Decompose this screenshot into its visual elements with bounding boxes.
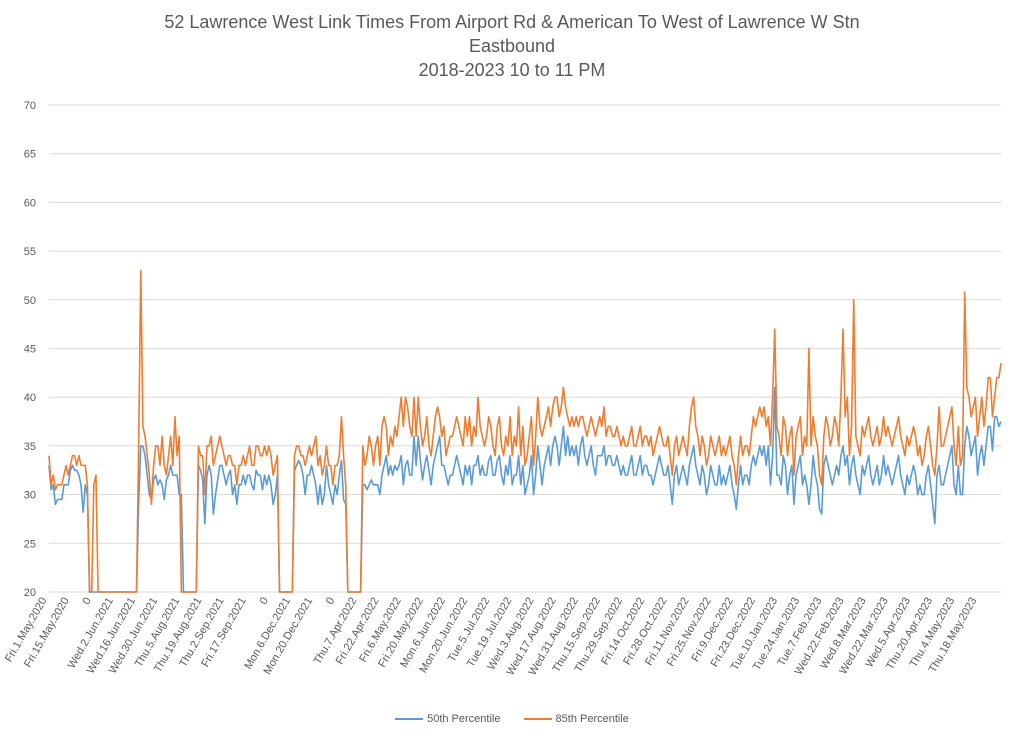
y-axis-ticks: 20 25 30 35 40 45 50 55 60 65 70 [24,100,36,599]
chart-subtitle-range: 2018-2023 10 to 11 PM [418,60,606,80]
y-tick-label: 25 [24,538,36,550]
legend-label-85th: 85th Percentile [555,713,629,725]
legend-swatch-50th [395,718,424,720]
y-tick-label: 70 [24,100,36,112]
x-tick-label: 0 [324,596,337,607]
series-lines [48,269,1002,593]
y-tick-label: 35 [24,441,36,453]
chart-title: 52 Lawrence West Link Times From Airport… [164,12,860,32]
legend-label-50th: 50th Percentile [427,713,501,725]
y-tick-label: 60 [24,197,36,209]
y-tick-label: 40 [24,392,36,404]
x-tick-label: 0 [80,596,93,607]
chart-title-block: 52 Lawrence West Link Times From Airport… [0,10,1024,82]
y-tick-label: 45 [24,344,36,356]
chart-subtitle: Eastbound [468,36,556,56]
y-tick-label: 20 [24,587,36,599]
y-tick-label: 65 [24,149,36,161]
legend-swatch-85th [523,718,552,720]
legend-item-85th[interactable]: 85th Percentile [523,713,629,725]
y-tick-label: 55 [24,246,36,258]
y-tick-label: 30 [24,490,36,502]
y-tick-label: 50 [24,295,36,307]
series-line-50th-percentile [48,386,1002,593]
legend: 50th Percentile 85th Percentile [0,711,1024,725]
legend-item-50th[interactable]: 50th Percentile [395,713,500,725]
gridlines [49,104,1001,593]
x-tick-label: 0 [258,596,271,607]
series-line-85th-percentile [48,269,1002,593]
